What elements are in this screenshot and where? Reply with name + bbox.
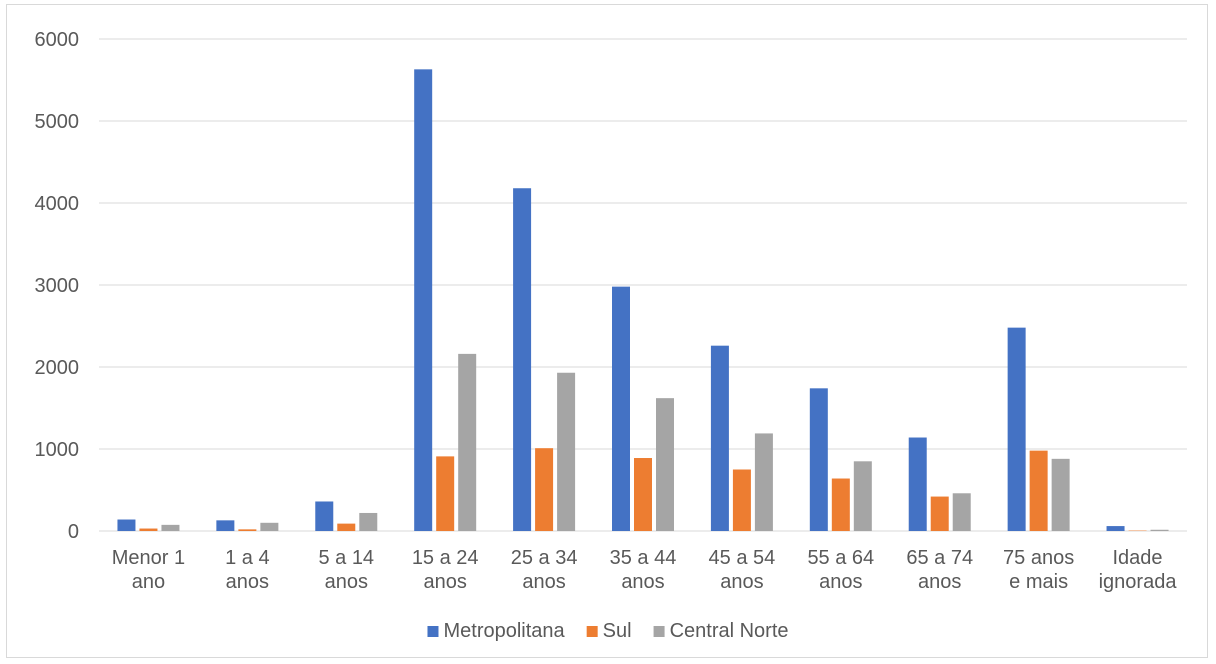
bar-central-norte (557, 372, 576, 531)
bar-metropolitana (908, 437, 927, 531)
x-category-label: anos (226, 571, 269, 593)
bar-sul (238, 529, 257, 531)
bar-sul (634, 458, 652, 531)
bar-metropolitana (710, 345, 729, 531)
bar-metropolitana (1106, 526, 1125, 531)
x-category-label: e mais (1009, 571, 1068, 593)
bar-central-norte (754, 433, 773, 531)
bar-sul (930, 496, 949, 531)
x-category-label: 25 a 34 (511, 547, 578, 569)
y-tick-label: 0 (68, 521, 79, 543)
bar-sul (337, 523, 356, 531)
bar-sul (1029, 450, 1048, 531)
bar-metropolitana (117, 519, 136, 531)
bar-sul (831, 478, 850, 531)
legend-label: Sul (603, 620, 632, 642)
x-category-label: Idade (1113, 547, 1163, 569)
x-category-label: 65 a 74 (906, 547, 973, 569)
bar-central-norte (952, 493, 971, 531)
legend-swatch (427, 626, 439, 637)
x-category-label: 75 anos (1003, 547, 1074, 569)
bar-central-norte (359, 512, 378, 531)
bar-central-norte (1051, 458, 1070, 531)
bar-metropolitana (513, 188, 532, 532)
x-category-label: 55 a 64 (807, 547, 874, 569)
x-category-label: 1 a 4 (225, 547, 269, 569)
bar-central-norte (260, 522, 279, 531)
bar-metropolitana (414, 69, 433, 531)
legend-label: Central Norte (670, 620, 789, 642)
x-category-label: anos (819, 571, 862, 593)
bar-central-norte (458, 353, 477, 531)
bar-sul (436, 456, 455, 531)
x-category-label: anos (423, 571, 466, 593)
y-tick-label: 2000 (35, 357, 80, 379)
y-tick-label: 1000 (35, 439, 80, 461)
bar-metropolitana (1007, 327, 1026, 531)
bar-central-norte (161, 524, 180, 531)
y-axis-ticks: 0 1000 2000 3000 4000 5000 6000 (35, 29, 80, 543)
bar-sul (139, 528, 158, 531)
legend-swatch (653, 626, 665, 637)
legend: Metropolitana Sul Central Norte (427, 620, 789, 642)
x-category-label: Menor 1 (112, 547, 185, 569)
bar-central-norte (656, 398, 674, 531)
chart-frame: 0 1000 2000 3000 4000 5000 6000 Menor 1 ano 1 a … (6, 4, 1208, 658)
x-category-label: anos (720, 571, 763, 593)
x-category-label: anos (325, 571, 368, 593)
y-tick-label: 6000 (35, 29, 80, 51)
legend-swatch (586, 626, 598, 637)
bar-sul (535, 448, 554, 531)
legend-label: Metropolitana (443, 620, 565, 642)
x-category-label: 15 a 24 (412, 547, 479, 569)
x-category-label: 5 a 14 (318, 547, 374, 569)
x-category-label: 45 a 54 (709, 547, 776, 569)
x-category-label: anos (522, 571, 565, 593)
y-tick-label: 4000 (35, 193, 80, 215)
bar-central-norte (853, 461, 872, 531)
x-category-label: anos (621, 571, 664, 593)
x-category-label: 35 a 44 (610, 547, 677, 569)
x-category-label: ignorada (1099, 571, 1178, 593)
bar-metropolitana (612, 286, 630, 531)
bar-central-norte (1150, 529, 1169, 531)
bar-metropolitana (809, 388, 828, 531)
gridlines (99, 38, 1187, 532)
bar-metropolitana (315, 501, 334, 531)
bar-metropolitana (216, 520, 235, 531)
x-category-label: anos (918, 571, 961, 593)
y-tick-label: 5000 (35, 111, 80, 133)
x-category-label: ano (132, 571, 165, 593)
bars (117, 69, 1169, 532)
bar-sul (732, 469, 751, 531)
y-tick-label: 3000 (35, 275, 80, 297)
